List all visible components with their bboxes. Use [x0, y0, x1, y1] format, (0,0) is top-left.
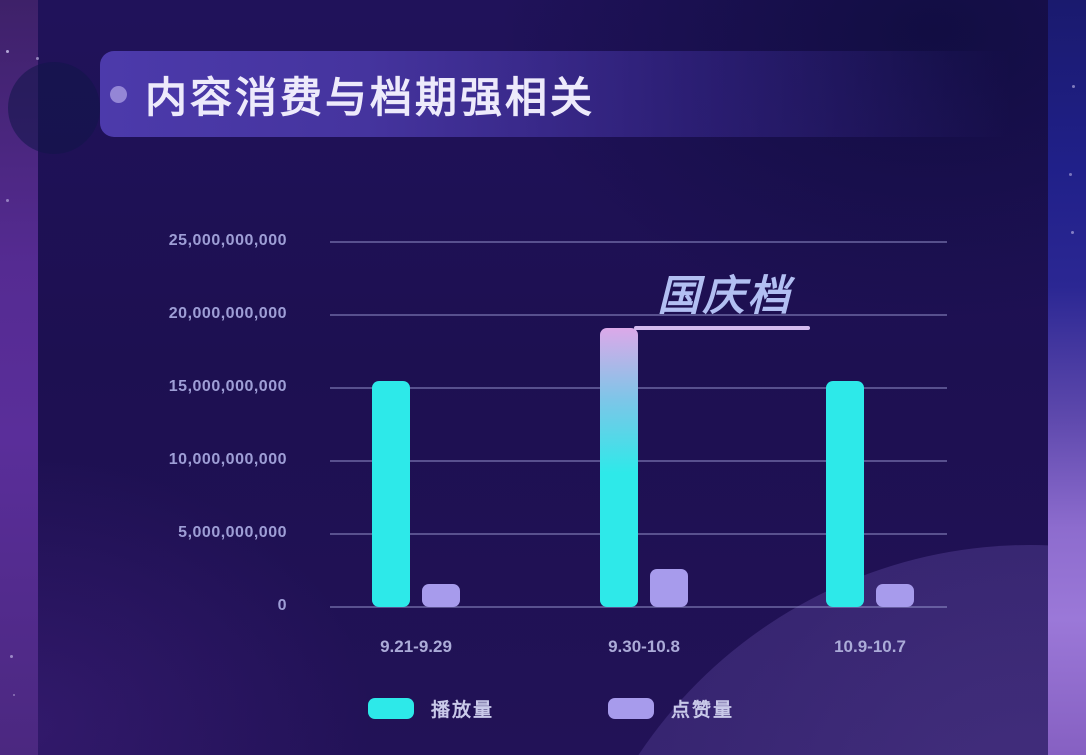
star-dot [6, 199, 9, 202]
gridline [330, 606, 947, 608]
legend-label: 点赞量 [671, 700, 735, 721]
background-dark-circle [8, 62, 100, 154]
legend-swatch [608, 698, 655, 719]
y-axis-tick-label: 25,000,000,000 [168, 232, 287, 249]
gridline [330, 460, 947, 462]
right-edge-gradient-strip [1048, 0, 1086, 755]
x-axis-category-label: 10.9-10.7 [834, 637, 906, 656]
star-dot [36, 57, 39, 60]
legend-item: 点赞量 [608, 695, 734, 722]
star-dot [13, 694, 15, 696]
star-dot [1072, 85, 1075, 88]
bar-点赞量 [650, 569, 688, 607]
y-axis-tick-label: 0 [277, 597, 287, 614]
gridline [330, 533, 947, 535]
star-dot [1071, 231, 1074, 234]
section-title-banner: 内容消费与档期强相关 [100, 51, 1048, 137]
y-axis-tick-label: 5,000,000,000 [178, 524, 287, 541]
bar-点赞量 [876, 583, 914, 607]
legend-item: 播放量 [368, 695, 494, 722]
x-axis-category-label: 9.30-10.8 [608, 637, 680, 656]
legend-label: 播放量 [431, 700, 495, 721]
y-axis-tick-label: 20,000,000,000 [168, 305, 287, 322]
bar-播放量 [826, 380, 864, 607]
bullet-dot-icon [110, 85, 127, 103]
y-axis-tick-label: 10,000,000,000 [168, 451, 287, 468]
chart-legend: 播放量 点赞量 [368, 695, 734, 722]
bar-播放量 [372, 380, 410, 607]
gridline [330, 241, 947, 243]
star-dot [6, 50, 9, 53]
bar-点赞量 [422, 583, 460, 607]
y-axis-tick-label: 15,000,000,000 [168, 378, 287, 395]
bar-播放量-highlighted [600, 328, 638, 607]
star-dot [10, 655, 13, 658]
gridline [330, 387, 947, 389]
page-title: 内容消费与档期强相关 [145, 73, 596, 121]
star-dot [1069, 173, 1072, 176]
x-axis-category-label: 9.21-9.29 [380, 637, 452, 656]
annotation-label: 国庆档 [657, 272, 793, 319]
annotation-underline [634, 326, 810, 330]
legend-swatch [368, 698, 414, 719]
gridline [330, 314, 947, 316]
